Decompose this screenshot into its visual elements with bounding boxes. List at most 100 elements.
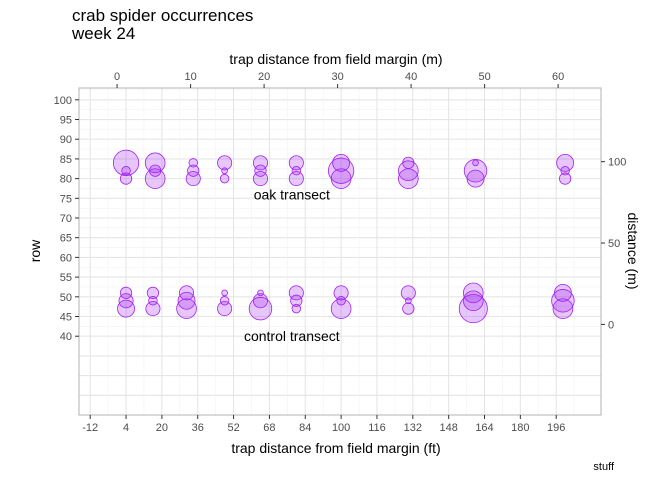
y-tick-label: 55 bbox=[60, 272, 72, 284]
point-31 bbox=[121, 166, 131, 176]
caption: stuff bbox=[593, 461, 615, 473]
point-3 bbox=[145, 301, 161, 317]
point-47 bbox=[288, 155, 304, 171]
x-tick-label: 132 bbox=[404, 422, 422, 434]
y-tick-label: 90 bbox=[60, 134, 72, 146]
point-24 bbox=[458, 294, 488, 324]
chart-subtitle: week 24 bbox=[71, 24, 135, 43]
point-56 bbox=[472, 159, 479, 167]
point-12 bbox=[248, 296, 273, 321]
point-5 bbox=[146, 286, 160, 299]
point-43 bbox=[254, 164, 267, 177]
x2-tick-label: 0 bbox=[114, 71, 120, 83]
x-tick-label: 84 bbox=[299, 422, 311, 434]
point-6 bbox=[176, 298, 197, 319]
point-23 bbox=[400, 285, 416, 301]
point-37 bbox=[187, 164, 200, 177]
point-39 bbox=[219, 173, 230, 184]
x-tick-label: 116 bbox=[368, 422, 386, 434]
point-45 bbox=[288, 171, 304, 187]
point-53 bbox=[402, 156, 415, 169]
annotation-1: oak transect bbox=[254, 186, 330, 202]
point-9 bbox=[217, 301, 233, 317]
y-tick-label: 85 bbox=[60, 154, 72, 166]
point-40 bbox=[221, 167, 228, 175]
point-2 bbox=[119, 286, 133, 299]
x-tick-label: 180 bbox=[511, 422, 529, 434]
point-44 bbox=[252, 155, 268, 171]
x-tick-label: 20 bbox=[156, 422, 168, 434]
point-22 bbox=[405, 297, 412, 305]
x-axis-ticks: -12 4 20 36 52 68 84 100 116 132 148 164 180 196 bbox=[82, 415, 565, 434]
panel-border bbox=[78, 87, 602, 416]
x-tick-label: 4 bbox=[123, 422, 129, 434]
point-46 bbox=[291, 166, 302, 176]
point-38 bbox=[188, 158, 198, 168]
point-57 bbox=[559, 172, 572, 185]
y-axis-label: row bbox=[27, 239, 43, 262]
x-tick-label: 196 bbox=[547, 422, 565, 434]
point-13 bbox=[252, 293, 268, 309]
point-58 bbox=[560, 166, 570, 176]
x-axis-label: trap distance from field margin (ft) bbox=[231, 440, 440, 456]
point-25 bbox=[463, 290, 484, 312]
y-tick-label: 70 bbox=[60, 213, 72, 225]
grid bbox=[79, 88, 601, 416]
y-tick-label: 100 bbox=[54, 95, 72, 107]
x-tick-label: 36 bbox=[192, 422, 204, 434]
chart-title: crab spider occurrences bbox=[72, 6, 253, 25]
x-tick-label: 100 bbox=[332, 422, 350, 434]
y-tick-label: 50 bbox=[60, 292, 72, 304]
point-17 bbox=[288, 285, 304, 301]
y2-axis-ticks: 0 50 100 bbox=[601, 157, 626, 331]
y-tick-label: 95 bbox=[60, 115, 72, 127]
point-41 bbox=[217, 155, 233, 171]
annotations: control transect oak transect bbox=[244, 186, 340, 344]
point-35 bbox=[144, 152, 166, 174]
point-7 bbox=[177, 291, 196, 310]
point-15 bbox=[291, 303, 302, 314]
point-26 bbox=[463, 282, 484, 304]
y2-tick-label: 50 bbox=[608, 238, 620, 250]
x2-axis-label: trap distance from field margin (m) bbox=[229, 51, 442, 67]
y-tick-label: 40 bbox=[60, 331, 72, 343]
x2-tick-label: 50 bbox=[478, 71, 490, 83]
x2-tick-label: 30 bbox=[331, 71, 343, 83]
y2-axis-label: distance (m) bbox=[625, 212, 641, 289]
point-21 bbox=[402, 302, 415, 315]
x2-axis-ticks: 0 10 20 30 40 50 60 bbox=[114, 71, 564, 88]
point-4 bbox=[148, 296, 158, 306]
point-20 bbox=[333, 285, 349, 301]
point-32 bbox=[112, 149, 140, 176]
point-27 bbox=[552, 298, 574, 319]
panel-background bbox=[79, 88, 601, 415]
point-8 bbox=[179, 285, 195, 301]
point-30 bbox=[119, 172, 133, 185]
y-tick-label: 65 bbox=[60, 233, 72, 245]
point-19 bbox=[336, 296, 346, 306]
point-28 bbox=[551, 289, 575, 313]
y-tick-label: 75 bbox=[60, 193, 72, 205]
y-axis-ticks: 40 45 50 55 60 65 70 75 80 85 90 95 100 bbox=[54, 95, 79, 343]
point-50 bbox=[332, 153, 351, 172]
point-18 bbox=[330, 298, 352, 319]
x2-tick-label: 20 bbox=[258, 71, 270, 83]
point-49 bbox=[328, 157, 355, 184]
point-29 bbox=[554, 283, 572, 302]
x-tick-label: 148 bbox=[439, 422, 457, 434]
y2-tick-label: 0 bbox=[608, 319, 614, 331]
x-tick-label: -12 bbox=[82, 422, 98, 434]
x-tick-label: 164 bbox=[475, 422, 493, 434]
y-tick-label: 45 bbox=[60, 312, 72, 324]
y2-tick-label: 100 bbox=[608, 157, 626, 169]
x-tick-label: 52 bbox=[227, 422, 239, 434]
point-14 bbox=[257, 289, 264, 297]
point-55 bbox=[463, 159, 488, 183]
x2-tick-label: 60 bbox=[552, 71, 564, 83]
point-16 bbox=[290, 294, 303, 307]
x-tick-label: 68 bbox=[263, 422, 275, 434]
y-tick-label: 60 bbox=[60, 252, 72, 264]
point-59 bbox=[556, 153, 575, 172]
annotation-0: control transect bbox=[244, 328, 340, 344]
